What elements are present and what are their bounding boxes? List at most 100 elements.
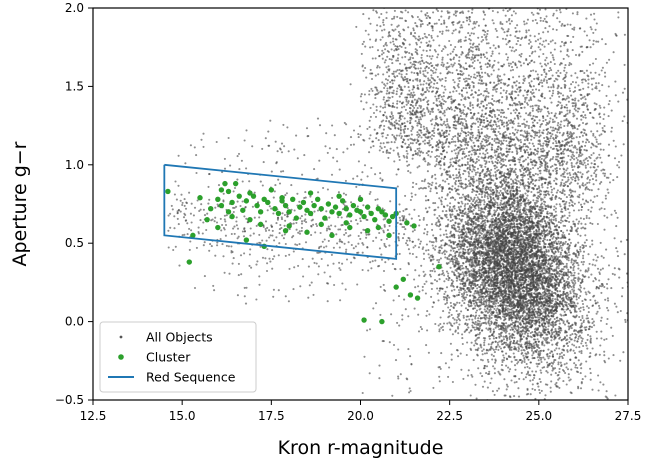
object-point bbox=[535, 371, 537, 373]
object-point bbox=[465, 233, 467, 235]
object-point bbox=[491, 322, 493, 324]
object-point bbox=[500, 280, 502, 282]
object-point bbox=[428, 257, 430, 259]
object-point bbox=[469, 263, 471, 265]
object-point bbox=[423, 258, 425, 260]
object-point bbox=[449, 206, 451, 208]
object-point bbox=[589, 326, 591, 328]
object-point bbox=[601, 285, 603, 287]
object-point bbox=[429, 183, 431, 185]
object-point bbox=[484, 381, 486, 383]
object-point bbox=[436, 217, 438, 219]
object-point bbox=[438, 330, 440, 332]
object-point bbox=[577, 233, 579, 235]
object-point bbox=[480, 143, 482, 145]
object-point bbox=[551, 351, 553, 353]
object-point bbox=[565, 241, 567, 243]
object-point bbox=[435, 164, 437, 166]
object-point bbox=[466, 246, 468, 248]
object-point bbox=[554, 250, 556, 252]
object-point bbox=[525, 376, 527, 378]
object-point bbox=[477, 347, 479, 349]
object-point bbox=[500, 328, 502, 330]
object-point bbox=[505, 307, 507, 309]
object-point bbox=[453, 236, 455, 238]
object-point bbox=[572, 264, 574, 266]
object-point bbox=[605, 338, 607, 340]
object-point bbox=[583, 287, 585, 289]
object-point bbox=[451, 157, 453, 159]
object-point bbox=[505, 365, 507, 367]
object-point bbox=[464, 205, 466, 207]
object-point bbox=[569, 290, 571, 292]
object-point bbox=[558, 334, 560, 336]
object-point bbox=[600, 331, 602, 333]
object-point bbox=[481, 233, 483, 235]
object-point bbox=[568, 287, 570, 289]
object-point bbox=[516, 131, 518, 133]
object-point bbox=[451, 227, 453, 229]
object-point bbox=[583, 218, 585, 220]
object-point bbox=[567, 256, 569, 258]
object-point bbox=[584, 418, 586, 420]
object-point bbox=[533, 231, 535, 233]
object-point bbox=[555, 324, 557, 326]
object-point bbox=[438, 197, 440, 199]
object-point bbox=[536, 197, 538, 199]
object-point bbox=[423, 275, 425, 277]
object-point bbox=[551, 273, 553, 275]
object-point bbox=[461, 265, 463, 267]
object-point bbox=[440, 316, 442, 318]
object-point bbox=[471, 319, 473, 321]
object-point bbox=[514, 346, 516, 348]
object-point bbox=[518, 378, 520, 380]
object-point bbox=[539, 119, 541, 121]
object-point bbox=[433, 268, 435, 270]
object-point bbox=[518, 186, 520, 188]
object-point bbox=[466, 324, 468, 326]
object-point bbox=[468, 331, 470, 333]
object-point bbox=[467, 327, 469, 329]
object-point bbox=[406, 240, 408, 242]
object-point bbox=[552, 158, 554, 160]
object-point bbox=[497, 272, 499, 274]
object-point bbox=[463, 315, 465, 317]
object-point bbox=[549, 212, 551, 214]
object-point bbox=[536, 406, 538, 408]
object-point bbox=[495, 309, 497, 311]
object-point bbox=[439, 273, 441, 275]
object-point bbox=[469, 205, 471, 207]
object-point bbox=[561, 234, 563, 236]
object-point bbox=[550, 391, 552, 393]
object-point bbox=[570, 226, 572, 228]
object-point bbox=[458, 323, 460, 325]
object-point bbox=[556, 276, 558, 278]
object-point bbox=[542, 280, 544, 282]
object-point bbox=[566, 263, 568, 265]
object-point bbox=[539, 271, 541, 273]
object-point bbox=[463, 317, 465, 319]
object-point bbox=[578, 316, 580, 318]
object-point bbox=[514, 242, 516, 244]
object-point bbox=[473, 293, 475, 295]
object-point bbox=[491, 358, 493, 360]
object-point bbox=[597, 268, 599, 270]
object-point bbox=[462, 280, 464, 282]
object-point bbox=[496, 166, 498, 168]
object-point bbox=[476, 343, 478, 345]
object-point bbox=[559, 203, 561, 205]
object-point bbox=[568, 376, 570, 378]
object-point bbox=[417, 314, 419, 316]
object-point bbox=[520, 184, 522, 186]
object-point bbox=[461, 212, 463, 214]
object-point bbox=[573, 287, 575, 289]
object-point bbox=[504, 346, 506, 348]
object-point bbox=[524, 193, 526, 195]
object-point bbox=[573, 296, 575, 298]
object-point bbox=[582, 303, 584, 305]
object-point bbox=[506, 339, 508, 341]
object-point bbox=[438, 290, 440, 292]
object-point bbox=[506, 388, 508, 390]
object-point bbox=[562, 255, 564, 257]
object-point bbox=[421, 180, 423, 182]
